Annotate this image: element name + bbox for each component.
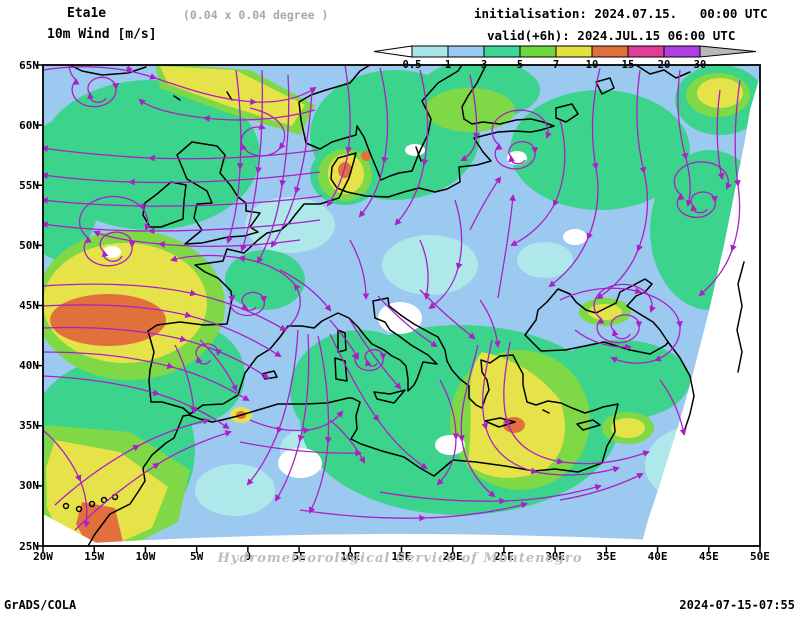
- lon-tick-label: 40E: [647, 550, 668, 563]
- colorbar-segment: [411, 45, 449, 58]
- lat-tick-label: 65N: [19, 58, 39, 72]
- lon-tick-label: 35E: [596, 550, 617, 563]
- colorbar-level-label: 7: [553, 59, 559, 71]
- lon-tick-label: 10W: [135, 550, 156, 563]
- watermark: Hydrometeorological Service of Montenegr…: [217, 551, 583, 566]
- colorbar-overflow-arrow: [699, 45, 757, 58]
- lon-tick-label: 30E: [545, 550, 566, 563]
- colorbar-segment: [447, 45, 485, 58]
- lon-tick-label: 45E: [698, 550, 719, 563]
- colorbar-segment: [591, 45, 629, 58]
- lat-tick-label: 45N: [19, 299, 39, 312]
- domain-boundary-mask: [43, 76, 760, 546]
- streamlines: [43, 65, 741, 531]
- variable-title: 10m Wind [m/s]: [47, 27, 157, 42]
- creation-timestamp: 2024-07-15-07:55: [679, 598, 795, 612]
- colorbar-level-label: 20: [658, 59, 671, 71]
- lon-tick-label: 0: [244, 550, 252, 563]
- lat-tick-label: 30N: [19, 479, 39, 493]
- lon-tick-label: 10E: [340, 550, 361, 563]
- lat-tick-label: 25N: [19, 539, 39, 553]
- colorbar-underflow-arrow: [373, 45, 413, 58]
- colorbar-segment: [483, 45, 521, 58]
- lon-tick-label: 15W: [84, 550, 105, 563]
- wind-speed-shading: [43, 65, 760, 546]
- lon-tick-label: 20W: [33, 550, 53, 563]
- model-title: Eta1e: [67, 6, 107, 21]
- colorbar-level-label: 1: [445, 59, 451, 71]
- initialisation-time: initialisation: 2024.07.15. 00:00 UTC: [474, 6, 768, 21]
- valid-time: valid(+6h): 2024.JUL.15 06:00 UTC: [487, 28, 736, 43]
- grid-resolution: (0.04 x 0.04 degree ): [183, 8, 329, 22]
- colorbar-level-label: 10: [586, 59, 599, 71]
- colorbar-segment: [663, 45, 701, 58]
- lat-tick-label: 50N: [19, 238, 39, 252]
- colorbar-segment: [519, 45, 557, 58]
- lon-tick-label: 50E: [750, 550, 770, 563]
- colorbar-segment: [555, 45, 593, 58]
- lon-tick-label: 20E: [442, 550, 463, 563]
- colorbar-level-label: 15: [622, 59, 635, 71]
- axis-ticks: [36, 64, 761, 553]
- colorbar-level-label: 5: [517, 59, 523, 71]
- grads-credit: GrADS/COLA: [4, 598, 77, 612]
- colorbar-level-label: 3: [481, 59, 487, 71]
- lon-tick-label: 15E: [391, 550, 412, 563]
- lat-tick-label: 60N: [19, 118, 39, 132]
- lon-tick-label: 5E: [292, 550, 306, 563]
- lon-tick-label: 5W: [190, 550, 204, 563]
- colorbar-level-label: 0.5: [403, 59, 422, 71]
- lat-tick-label: 55N: [19, 178, 39, 192]
- colorbar-level-label: 30: [694, 59, 707, 71]
- colorbar-segment: [627, 45, 665, 58]
- lat-tick-label: 35N: [19, 419, 39, 433]
- colorbar: 0.5 1 3 5 7 10 15 20 30: [373, 45, 757, 71]
- lon-tick-label: 25E: [493, 550, 514, 563]
- lat-tick-label: 40N: [19, 359, 39, 373]
